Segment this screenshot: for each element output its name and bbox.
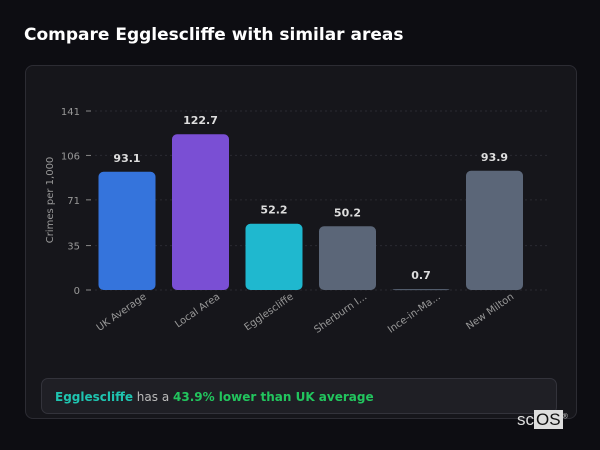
y-tick-label: 35 — [67, 242, 80, 253]
data-label: 50.2 — [334, 206, 361, 219]
summary-area: Egglescliffe — [55, 390, 133, 404]
x-tick-label: UK Average — [95, 291, 149, 333]
y-tick-label: 106 — [61, 151, 80, 162]
x-tick-label: Ince-in-Ma... — [386, 291, 443, 335]
summary-text: has a — [132, 390, 173, 404]
x-tick-label: New Milton — [464, 291, 516, 332]
y-axis-label: Crimes per 1,000 — [45, 157, 56, 244]
summary-highlight: 43.9% lower than UK average — [173, 390, 374, 404]
bar — [172, 134, 229, 290]
y-tick-label: 71 — [67, 196, 80, 207]
summary-box: Egglescliffe has a 43.9% lower than UK a… — [41, 378, 557, 414]
data-label: 52.2 — [260, 204, 287, 217]
data-label: 93.9 — [481, 151, 508, 164]
bar — [466, 170, 523, 290]
bar — [245, 223, 303, 290]
bar — [392, 289, 450, 291]
data-label: 0.7 — [411, 269, 431, 282]
data-label: 93.1 — [113, 152, 140, 165]
page-title: Compare Egglescliffe with similar areas — [24, 25, 404, 45]
scos-logo: sc OS ® — [517, 410, 568, 429]
data-label: 122.7 — [183, 114, 218, 127]
y-tick-label: 141 — [61, 107, 80, 118]
x-tick-label: Local Area — [173, 291, 222, 330]
x-tick-label: Sherburn I... — [312, 291, 369, 335]
bar — [98, 171, 156, 290]
bar — [319, 226, 376, 290]
y-tick-label: 0 — [74, 286, 80, 297]
x-tick-label: Egglescliffe — [243, 291, 296, 333]
